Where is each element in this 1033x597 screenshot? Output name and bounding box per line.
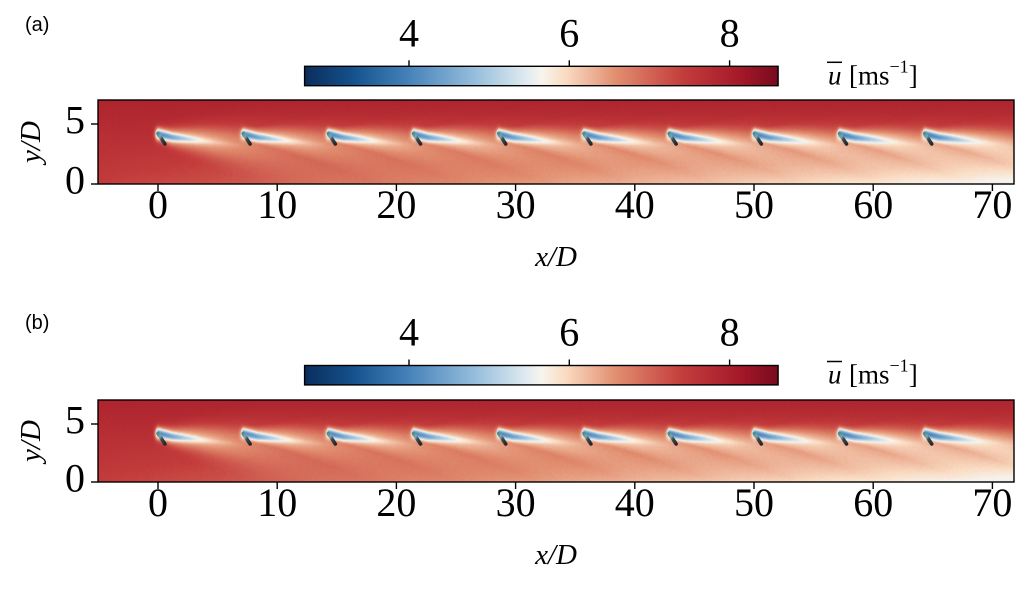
svg-text:30: 30 <box>496 182 536 227</box>
svg-text:−1: −1 <box>890 356 909 376</box>
svg-text:(b): (b) <box>25 312 49 334</box>
svg-text:50: 50 <box>734 480 774 525</box>
svg-text:[ms: [ms <box>849 60 890 90</box>
svg-text:5: 5 <box>65 398 85 443</box>
svg-text:10: 10 <box>257 480 297 525</box>
svg-text:70: 70 <box>972 480 1012 525</box>
svg-text:40: 40 <box>615 480 655 525</box>
svg-text:20: 20 <box>376 182 416 227</box>
svg-text:60: 60 <box>853 182 893 227</box>
svg-text:8: 8 <box>720 10 740 55</box>
svg-text:u: u <box>828 60 842 90</box>
svg-text:[ms: [ms <box>849 360 890 390</box>
svg-text:70: 70 <box>972 182 1012 227</box>
svg-text:0: 0 <box>148 182 168 227</box>
svg-text:20: 20 <box>376 480 416 525</box>
svg-text:4: 4 <box>399 310 419 355</box>
svg-text:8: 8 <box>720 310 740 355</box>
svg-text:6: 6 <box>559 310 579 355</box>
svg-text:10: 10 <box>257 182 297 227</box>
svg-text:40: 40 <box>615 182 655 227</box>
svg-text:5: 5 <box>65 98 85 143</box>
svg-text:−1: −1 <box>890 56 909 76</box>
svg-text:0: 0 <box>148 480 168 525</box>
svg-text:(a): (a) <box>25 14 49 36</box>
svg-text:x/D: x/D <box>534 539 577 571</box>
svg-text:]: ] <box>909 360 918 390</box>
svg-text:0: 0 <box>65 456 85 501</box>
svg-text:y/D: y/D <box>15 420 47 465</box>
svg-text:6: 6 <box>559 10 579 55</box>
svg-text:y/D: y/D <box>15 121 47 166</box>
svg-text:60: 60 <box>853 480 893 525</box>
svg-text:x/D: x/D <box>534 241 577 273</box>
svg-text:0: 0 <box>65 158 85 203</box>
svg-text:u: u <box>828 360 842 390</box>
svg-text:4: 4 <box>399 10 419 55</box>
svg-text:50: 50 <box>734 182 774 227</box>
svg-text:]: ] <box>909 60 918 90</box>
svg-text:30: 30 <box>496 480 536 525</box>
